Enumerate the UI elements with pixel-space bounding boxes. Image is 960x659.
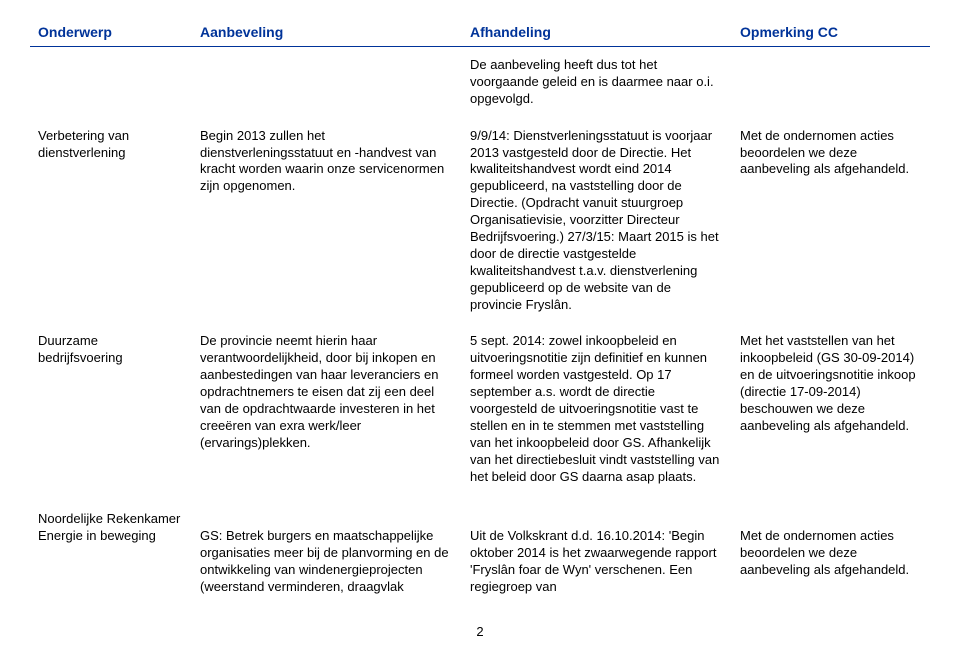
header-aanbeveling: Aanbeveling — [192, 20, 462, 47]
cell-opmerking — [732, 47, 930, 118]
header-opmerking: Opmerking CC — [732, 20, 930, 47]
header-afhandeling: Afhandeling — [462, 20, 732, 47]
cell-onderwerp: Verbetering van dienstverlening — [30, 118, 192, 324]
table-header-row: Onderwerp Aanbeveling Afhandeling Opmerk… — [30, 20, 930, 47]
cell-opmerking: Met het vaststellen van het inkoopbeleid… — [732, 323, 930, 495]
table-row: Energie in beweging GS: Betrek burgers e… — [30, 528, 930, 606]
cell-afhandeling: De aanbeveling heeft dus tot het voorgaa… — [462, 47, 732, 118]
cell-onderwerp: Energie in beweging — [30, 528, 192, 606]
cell-opmerking: Met de ondernomen acties beoordelen we d… — [732, 528, 930, 606]
section-title: Noordelijke Rekenkamer — [30, 495, 930, 528]
page-number: 2 — [30, 624, 930, 639]
cell-aanbeveling: GS: Betrek burgers en maatschappelijke o… — [192, 528, 462, 606]
cell-aanbeveling: Begin 2013 zullen het dienstverleningsst… — [192, 118, 462, 324]
cell-aanbeveling: De provincie neemt hierin haar verantwoo… — [192, 323, 462, 495]
table-row: Duurzame bedrijfsvoering De provincie ne… — [30, 323, 930, 495]
recommendations-table: Onderwerp Aanbeveling Afhandeling Opmerk… — [30, 20, 930, 606]
header-onderwerp: Onderwerp — [30, 20, 192, 47]
table-row: Verbetering van dienstverlening Begin 20… — [30, 118, 930, 324]
cell-aanbeveling — [192, 47, 462, 118]
cell-onderwerp — [30, 47, 192, 118]
cell-afhandeling: Uit de Volkskrant d.d. 16.10.2014: 'Begi… — [462, 528, 732, 606]
cell-opmerking: Met de ondernomen acties beoordelen we d… — [732, 118, 930, 324]
cell-afhandeling: 5 sept. 2014: zowel inkoopbeleid en uitv… — [462, 323, 732, 495]
cell-afhandeling: 9/9/14: Dienstverleningsstatuut is voorj… — [462, 118, 732, 324]
cell-onderwerp: Duurzame bedrijfsvoering — [30, 323, 192, 495]
table-row: De aanbeveling heeft dus tot het voorgaa… — [30, 47, 930, 118]
section-row: Noordelijke Rekenkamer — [30, 495, 930, 528]
